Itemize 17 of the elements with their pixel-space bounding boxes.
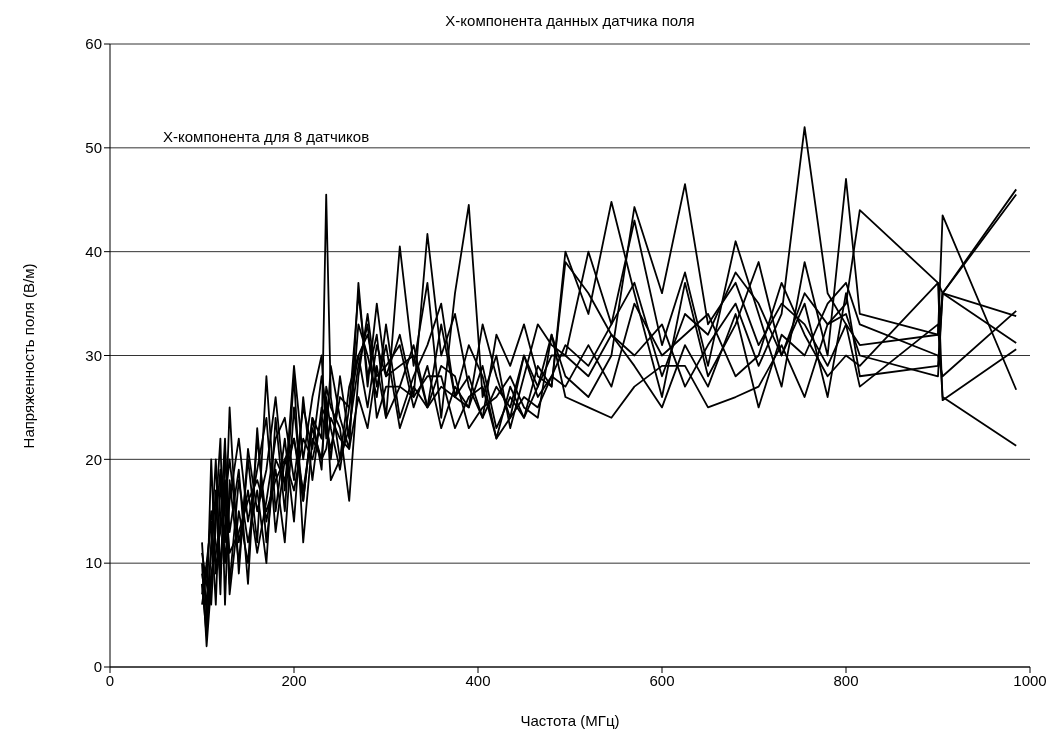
y-tick-label: 50: [85, 139, 102, 157]
x-axis-title: Частота (МГц): [519, 712, 621, 729]
y-tick-label: 20: [85, 450, 102, 468]
x-tick-label: 800: [833, 671, 859, 689]
x-tick-label: 400: [465, 671, 491, 689]
y-axis-title: Напряженность поля (В/м): [19, 263, 37, 448]
x-tick-label: 600: [649, 671, 675, 689]
y-tick-label: 10: [85, 554, 102, 572]
y-tick-label: 0: [93, 658, 102, 676]
y-tick-label: 40: [85, 242, 102, 260]
chart-title: X-компонента данных датчика поля: [444, 12, 696, 29]
x-tick-label: 200: [281, 671, 307, 689]
annotation: X-компонента для 8 датчиков: [163, 128, 370, 145]
y-tick-label: 60: [85, 35, 102, 53]
y-tick-label: 30: [85, 346, 102, 364]
x-tick-label: 1000: [1013, 671, 1047, 689]
x-tick-label: 0: [105, 671, 115, 689]
